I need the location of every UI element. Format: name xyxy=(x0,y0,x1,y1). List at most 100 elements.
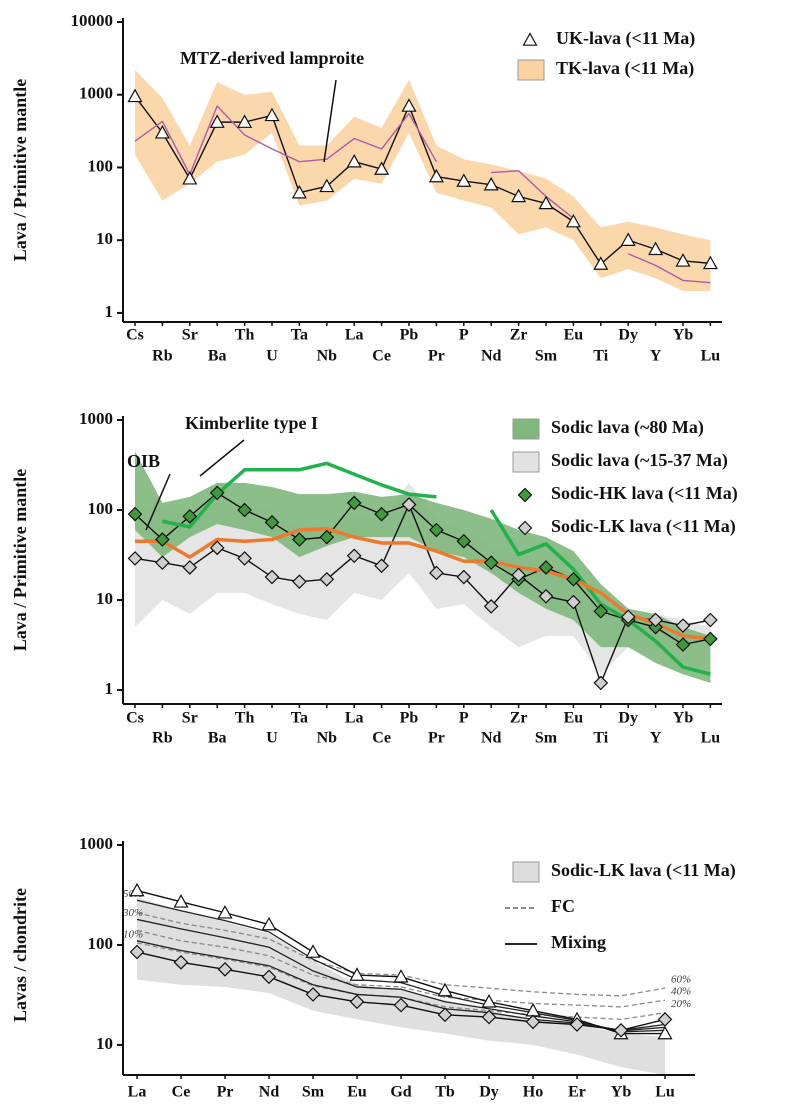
legend-label: Sodic-LK lava (<11 Ma) xyxy=(551,516,736,537)
x-tick-label: Ta xyxy=(291,710,308,727)
annotation-leader xyxy=(323,79,337,163)
diamond-marker xyxy=(593,675,609,691)
x-tick-label: Eu xyxy=(564,327,584,344)
triangle-marker xyxy=(173,894,189,908)
diamond-marker xyxy=(481,1009,497,1025)
legend-swatch xyxy=(512,861,540,883)
envelope-band xyxy=(137,897,665,1075)
x-tick-label: U xyxy=(266,348,278,365)
diamond-marker xyxy=(319,571,335,587)
series-line xyxy=(134,95,711,265)
diamond-marker xyxy=(393,997,409,1013)
y-tick-label: 1 xyxy=(105,679,114,698)
x-tick-label: Rb xyxy=(152,348,173,365)
x-tick-label: Cs xyxy=(126,327,144,344)
y-tick-label: 1000 xyxy=(79,409,113,428)
x-tick-label: Pr xyxy=(428,730,445,747)
triangle-marker xyxy=(511,188,527,203)
triangle-marker xyxy=(154,125,170,139)
x-tick-label: Sm xyxy=(302,1084,325,1101)
triangle-marker xyxy=(593,256,609,270)
legend-label: FC xyxy=(551,896,575,916)
diamond-marker xyxy=(182,560,198,575)
triangle-marker xyxy=(483,176,499,191)
diamond-marker xyxy=(566,594,581,610)
curve-label: 60% xyxy=(671,974,691,986)
diamond-marker xyxy=(209,540,225,556)
triangle-marker xyxy=(217,905,233,919)
x-tick-label: Lu xyxy=(701,348,721,365)
envelope-band xyxy=(135,451,711,683)
x-tick-label: La xyxy=(128,1084,147,1101)
x-tick-label: Cs xyxy=(126,710,144,727)
x-tick-label: Nd xyxy=(481,730,502,747)
diamond-marker xyxy=(305,987,321,1002)
legend-label: UK-lava (<11 Ma) xyxy=(556,28,695,49)
annotation: Kimberlite type I xyxy=(185,413,318,433)
triangle-marker xyxy=(702,255,718,270)
legend-label: Mixing xyxy=(551,932,606,952)
x-tick-label: Eu xyxy=(347,1084,367,1101)
x-tick-label: Zr xyxy=(510,327,528,344)
diamond-marker xyxy=(155,555,170,571)
x-tick-label: Th xyxy=(235,710,255,727)
x-tick-label: U xyxy=(266,730,278,747)
triangle-marker xyxy=(346,153,362,168)
x-tick-label: Ba xyxy=(208,730,227,747)
y-axis-label: Lava / Primitive mantle xyxy=(10,79,30,261)
diamond-marker xyxy=(173,954,189,970)
y-tick-label: 10000 xyxy=(71,11,114,30)
y-tick-label: 1000 xyxy=(79,84,113,103)
diamond-marker xyxy=(127,506,143,522)
diamond-marker xyxy=(182,509,198,524)
series-line xyxy=(135,526,711,641)
triangle-marker xyxy=(237,114,253,128)
diamond-marker xyxy=(429,522,444,538)
diamond-marker xyxy=(703,612,718,628)
diamond-marker xyxy=(155,532,170,547)
triangle-marker xyxy=(209,114,225,128)
y-axis-label: Lavas / chondrite xyxy=(10,888,30,1022)
triangle-marker xyxy=(428,168,444,183)
diamond-marker xyxy=(237,551,252,566)
diamond-marker xyxy=(346,495,362,511)
legend-swatch xyxy=(517,59,545,81)
diamond-marker xyxy=(613,1022,629,1038)
series-line xyxy=(134,492,711,646)
x-tick-label: Y xyxy=(650,348,662,365)
triangle-marker xyxy=(522,32,538,46)
x-tick-label: Ti xyxy=(593,348,608,365)
y-tick-label: 10 xyxy=(96,1034,113,1053)
diamond-marker xyxy=(456,569,472,585)
x-tick-label: Zr xyxy=(510,710,528,727)
diamond-marker xyxy=(657,1012,673,1027)
diamond-marker xyxy=(264,569,280,585)
y-tick-label: 10 xyxy=(96,589,113,608)
x-tick-label: Tb xyxy=(435,1084,455,1101)
triangle-marker xyxy=(620,232,636,246)
diamond-marker xyxy=(374,506,389,522)
curve-label: 20% xyxy=(671,998,691,1010)
x-tick-label: Y xyxy=(650,730,662,747)
legend-label: Sodic-HK lava (<11 Ma) xyxy=(551,483,738,504)
triangle-marker xyxy=(481,994,497,1008)
triangle-marker xyxy=(456,173,472,187)
x-tick-label: Ho xyxy=(523,1084,543,1101)
triangle-marker xyxy=(437,982,453,997)
x-tick-label: Pb xyxy=(400,710,419,727)
y-tick-label: 10 xyxy=(96,229,113,248)
x-tick-label: Pr xyxy=(428,348,445,365)
diamond-marker xyxy=(538,588,554,604)
x-tick-label: Nd xyxy=(481,348,502,365)
y-tick-label: 1 xyxy=(105,302,114,321)
diamond-marker xyxy=(511,567,526,583)
triangle-marker xyxy=(291,184,307,199)
diamond-marker xyxy=(525,1014,541,1030)
x-tick-label: Yb xyxy=(673,710,694,727)
diamond-marker xyxy=(437,1007,453,1023)
x-tick-label: Ba xyxy=(208,348,227,365)
x-tick-label: Er xyxy=(568,1084,586,1101)
diamond-marker xyxy=(675,618,691,633)
triangle-marker xyxy=(657,1025,673,1040)
